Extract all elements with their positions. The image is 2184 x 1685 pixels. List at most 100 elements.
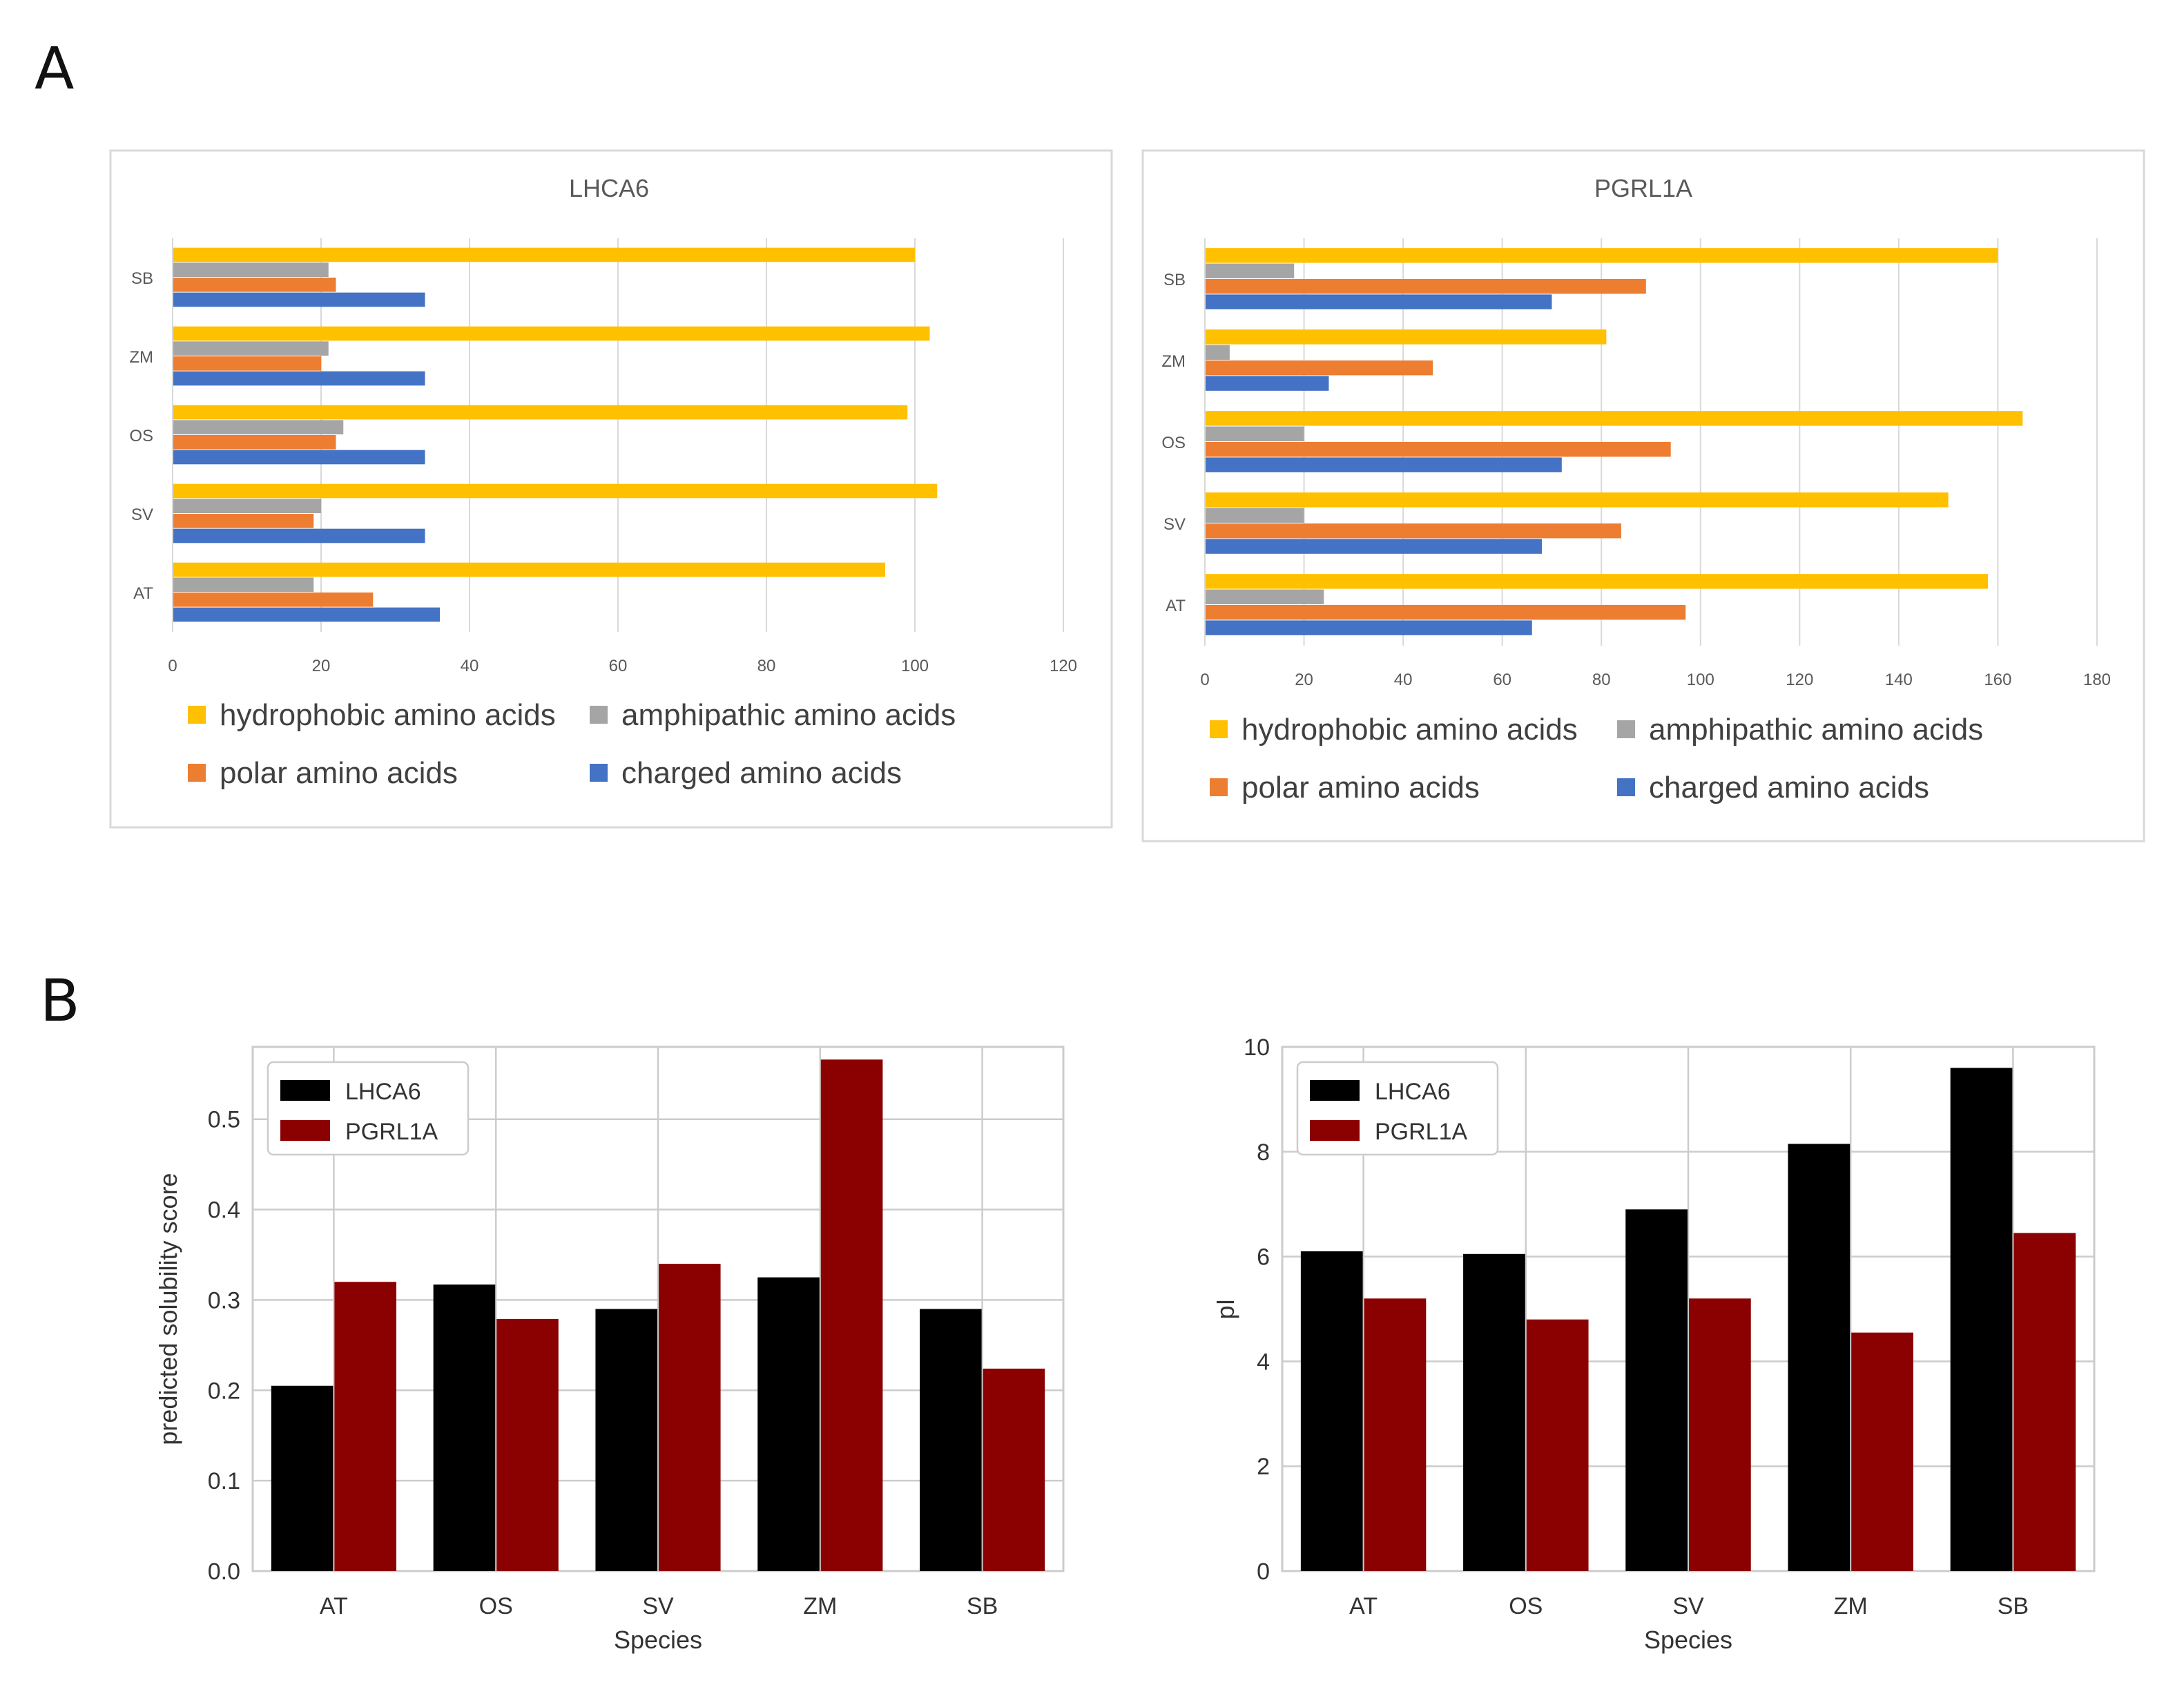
legend-swatch-polar — [1210, 778, 1228, 796]
x-tick-label: 20 — [1295, 671, 1313, 689]
bar-PGRL1A-SB — [2013, 1233, 2076, 1571]
panel-label-b: B — [40, 967, 80, 1034]
y-tick-label: 0.1 — [208, 1468, 240, 1494]
bar-LHCA6-OS — [433, 1284, 496, 1571]
y-tick-label: OS — [129, 427, 153, 445]
bar-PGRL1A-SB — [983, 1368, 1045, 1571]
bar-hydrophobic-SB — [1205, 248, 1998, 263]
bar-LHCA6-SB — [920, 1309, 982, 1571]
legend-label-PGRL1A: PGRL1A — [345, 1119, 438, 1145]
bar-PGRL1A-SV — [1689, 1298, 1751, 1571]
bar-polar-AT — [1205, 605, 1686, 620]
legend-swatch-polar — [188, 764, 206, 782]
bar-PGRL1A-AT — [334, 1282, 396, 1571]
bar-LHCA6-SB — [1950, 1068, 2013, 1571]
bar-PGRL1A-ZM — [820, 1059, 883, 1571]
bar-charged-AT — [173, 607, 440, 622]
x-tick-label: AT — [320, 1593, 348, 1619]
y-tick-label: 0.2 — [208, 1378, 240, 1404]
bar-hydrophobic-AT — [173, 562, 885, 577]
bar-charged-OS — [1205, 457, 1562, 472]
legend-swatch-LHCA6 — [280, 1080, 330, 1101]
x-tick-label: 100 — [1687, 671, 1714, 689]
legend-label-LHCA6: LHCA6 — [1375, 1079, 1451, 1105]
y-tick-label: SB — [1163, 271, 1186, 289]
x-tick-label: 60 — [1493, 671, 1511, 689]
legend-swatch-amphipathic — [590, 706, 608, 724]
legend-swatch-amphipathic — [1617, 720, 1635, 738]
bar-hydrophobic-SV — [173, 483, 938, 499]
legend-label-polar: polar amino acids — [220, 756, 458, 790]
x-axis-label: Species — [614, 1626, 702, 1654]
bar-amphipathic-AT — [173, 577, 314, 592]
bar-charged-OS — [173, 450, 425, 465]
y-tick-label: AT — [133, 584, 153, 603]
bar-hydrophobic-SV — [1205, 492, 1949, 508]
bar-hydrophobic-ZM — [1205, 329, 1607, 345]
bar-hydrophobic-SB — [173, 247, 915, 262]
bar-PGRL1A-ZM — [1851, 1332, 1913, 1571]
bar-hydrophobic-OS — [1205, 411, 2023, 426]
legend-label-charged: charged amino acids — [1649, 771, 1929, 805]
bar-hydrophobic-OS — [173, 405, 908, 420]
bar-LHCA6-AT — [1300, 1251, 1363, 1571]
legend-label-polar: polar amino acids — [1241, 771, 1480, 805]
bar-LHCA6-ZM — [1788, 1144, 1850, 1571]
y-tick-label: AT — [1166, 597, 1186, 615]
x-tick-label: SB — [1998, 1593, 2029, 1619]
legend-label-PGRL1A: PGRL1A — [1375, 1119, 1467, 1145]
x-tick-label: 80 — [1592, 671, 1611, 689]
x-tick-label: SB — [967, 1593, 998, 1619]
legend-label-amphipathic: amphipathic amino acids — [621, 698, 956, 732]
x-tick-label: 40 — [461, 657, 479, 675]
x-tick-label: 0 — [1200, 671, 1209, 689]
y-tick-label: 0.0 — [208, 1559, 240, 1585]
chart-title: LHCA6 — [569, 174, 649, 202]
bar-PGRL1A-OS — [1526, 1319, 1589, 1571]
legend-label-charged: charged amino acids — [621, 756, 902, 790]
bar-PGRL1A-AT — [1364, 1298, 1427, 1571]
y-tick-label: 0 — [1257, 1559, 1270, 1585]
bar-charged-ZM — [173, 371, 425, 386]
x-tick-label: 20 — [312, 657, 331, 675]
y-tick-label: SV — [1163, 515, 1186, 534]
bar-PGRL1A-SV — [659, 1264, 721, 1571]
bar-charged-ZM — [1205, 376, 1329, 391]
x-tick-label: 160 — [1984, 671, 2011, 689]
y-axis-label: predicted solubility score — [154, 1173, 182, 1445]
x-tick-label: ZM — [1834, 1593, 1868, 1619]
legend-swatch-PGRL1A — [1310, 1120, 1360, 1141]
x-tick-label: 120 — [1050, 657, 1077, 675]
bar-amphipathic-SB — [173, 262, 329, 277]
x-tick-label: 40 — [1394, 671, 1413, 689]
bar-LHCA6-SV — [595, 1309, 657, 1571]
chart-title: PGRL1A — [1594, 174, 1692, 202]
legend-swatch-charged — [1617, 778, 1635, 796]
x-tick-label: 140 — [1885, 671, 1913, 689]
legend-swatch-charged — [590, 764, 608, 782]
bar-amphipathic-SB — [1205, 263, 1295, 278]
bar-charged-AT — [1205, 620, 1532, 635]
legend-label-amphipathic: amphipathic amino acids — [1649, 713, 1983, 747]
y-tick-label: 0.4 — [208, 1197, 240, 1224]
bar-polar-SB — [173, 278, 336, 292]
bar-LHCA6-SV — [1625, 1209, 1688, 1571]
bar-amphipathic-ZM — [173, 341, 329, 356]
bar-hydrophobic-AT — [1205, 574, 1989, 589]
y-tick-label: 0.5 — [208, 1107, 240, 1133]
bar-PGRL1A-OS — [496, 1318, 559, 1571]
bar-hydrophobic-ZM — [173, 326, 930, 341]
bar-amphipathic-OS — [173, 420, 344, 434]
legend-swatch-hydrophobic — [188, 706, 206, 724]
x-tick-label: 80 — [757, 657, 776, 675]
y-tick-label: 6 — [1257, 1244, 1270, 1271]
legend-label-hydrophobic: hydrophobic amino acids — [1241, 713, 1578, 747]
x-tick-label: OS — [479, 1593, 513, 1619]
x-tick-label: 100 — [901, 657, 929, 675]
y-tick-label: SV — [131, 506, 153, 524]
legend-swatch-hydrophobic — [1210, 720, 1228, 738]
y-tick-label: 10 — [1244, 1034, 1270, 1061]
bar-polar-ZM — [1205, 360, 1433, 376]
bar-charged-SV — [173, 528, 425, 543]
